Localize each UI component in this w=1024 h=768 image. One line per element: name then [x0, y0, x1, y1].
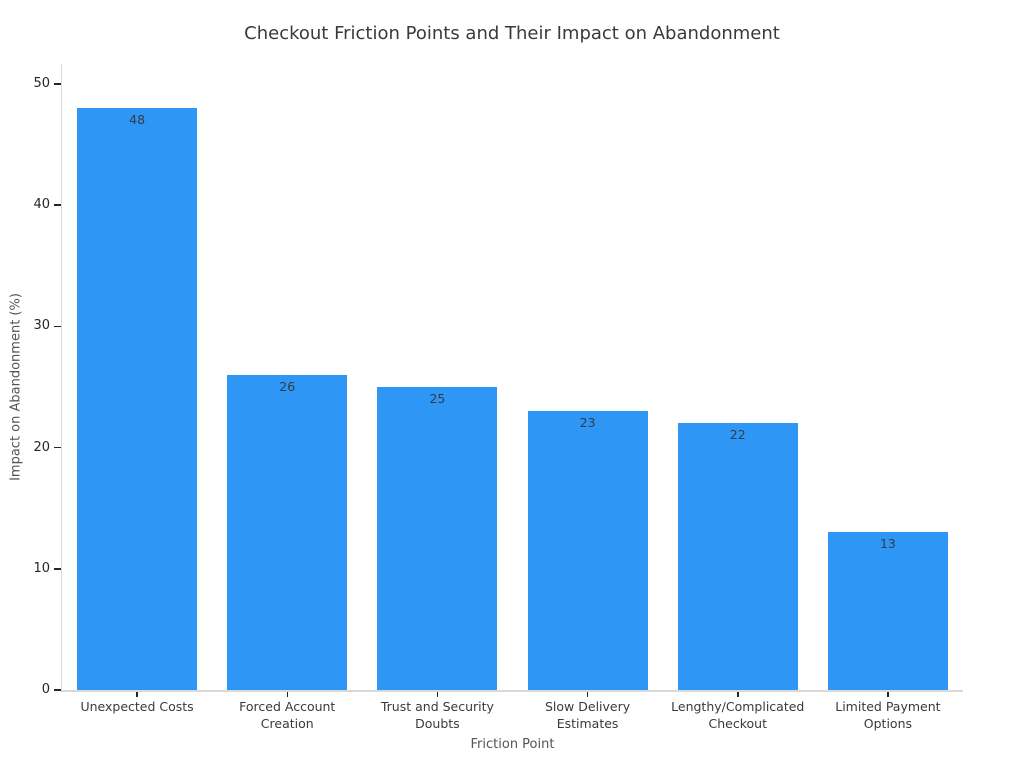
- y-tick-label: 10: [33, 560, 50, 576]
- bar: 22: [677, 423, 798, 690]
- y-tick-mark: [53, 325, 61, 328]
- bar: 48: [77, 108, 198, 690]
- bar: 25: [377, 387, 498, 690]
- x-category-label: Forced Account Creation: [239, 699, 336, 731]
- y-tick-label: 50: [33, 76, 50, 91]
- y-axis-spine: [60, 64, 62, 692]
- bar: 26: [227, 374, 348, 690]
- bar-value-label: 22: [729, 427, 746, 443]
- bar-value-label: 48: [129, 112, 146, 128]
- x-category-label: Limited Payment Options: [835, 699, 941, 731]
- x-tick-mark: [136, 691, 138, 697]
- bar: 23: [527, 411, 648, 690]
- x-tick-mark: [586, 691, 589, 697]
- bar-value-label: 25: [429, 391, 446, 406]
- x-category-label: Slow Delivery Estimates: [545, 699, 631, 731]
- chart-title: Checkout Friction Points and Their Impac…: [244, 23, 780, 44]
- x-axis-label: Friction Point: [470, 737, 555, 752]
- x-category-label: Unexpected Costs: [80, 699, 194, 714]
- y-tick-mark: [53, 568, 61, 570]
- y-tick-mark: [53, 83, 61, 85]
- x-tick-mark: [436, 691, 439, 697]
- y-tick-label: 40: [33, 197, 50, 213]
- y-tick-label: 0: [41, 682, 50, 697]
- x-tick-mark: [737, 691, 739, 697]
- bar-value-label: 13: [879, 536, 896, 552]
- x-category-label: Lengthy/Complicated Checkout: [671, 699, 805, 731]
- bar-value-label: 26: [279, 378, 296, 394]
- y-tick-mark: [53, 689, 61, 691]
- x-tick-mark: [887, 691, 889, 697]
- x-category-label: Trust and Security Doubts: [380, 699, 494, 731]
- x-tick-mark: [286, 691, 288, 697]
- bar: 13: [827, 532, 948, 690]
- y-tick-label: 20: [33, 439, 50, 455]
- y-tick-label: 30: [33, 318, 50, 334]
- y-tick-mark: [53, 446, 61, 449]
- y-tick-mark: [53, 204, 61, 206]
- bar-value-label: 23: [579, 415, 596, 431]
- x-axis-spine: [62, 690, 963, 692]
